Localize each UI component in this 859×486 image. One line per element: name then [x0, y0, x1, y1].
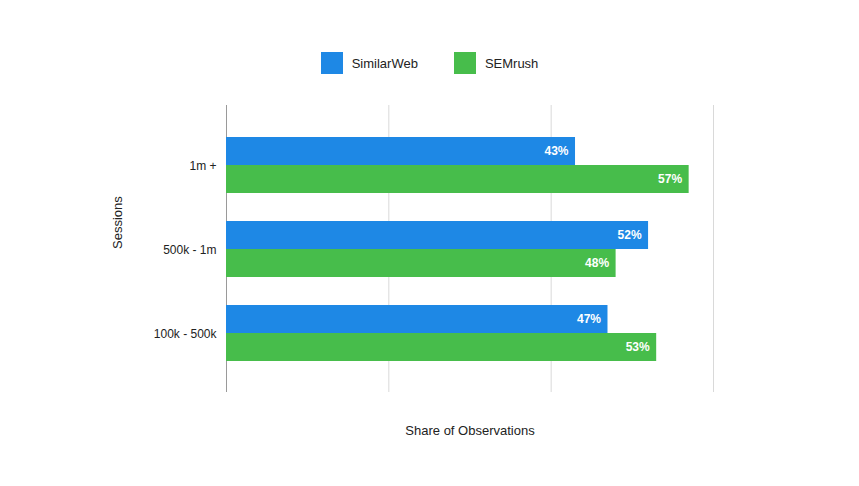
- html-text:SimilarWeb: SimilarWeb: [351, 55, 418, 71]
- html-text:SEMrush: SEMrush: [484, 55, 539, 71]
- svg-text:Sessions: Sessions: [110, 196, 125, 249]
- svg-text:57%: 57%: [658, 172, 682, 186]
- svg-text:Share of Observations: Share of Observations: [405, 423, 535, 438]
- svg-text:53%: 53%: [626, 340, 650, 354]
- svg-text:52%: 52%: [618, 228, 642, 242]
- svg-text:500k - 1m: 500k - 1m: [163, 243, 216, 257]
- svg-text:48%: 48%: [585, 256, 609, 270]
- svg-text:43%: 43%: [544, 144, 568, 158]
- svg-text:47%: 47%: [577, 312, 601, 326]
- svg-text:1m +: 1m +: [189, 159, 216, 173]
- svg-text:100k - 500k: 100k - 500k: [154, 327, 218, 341]
